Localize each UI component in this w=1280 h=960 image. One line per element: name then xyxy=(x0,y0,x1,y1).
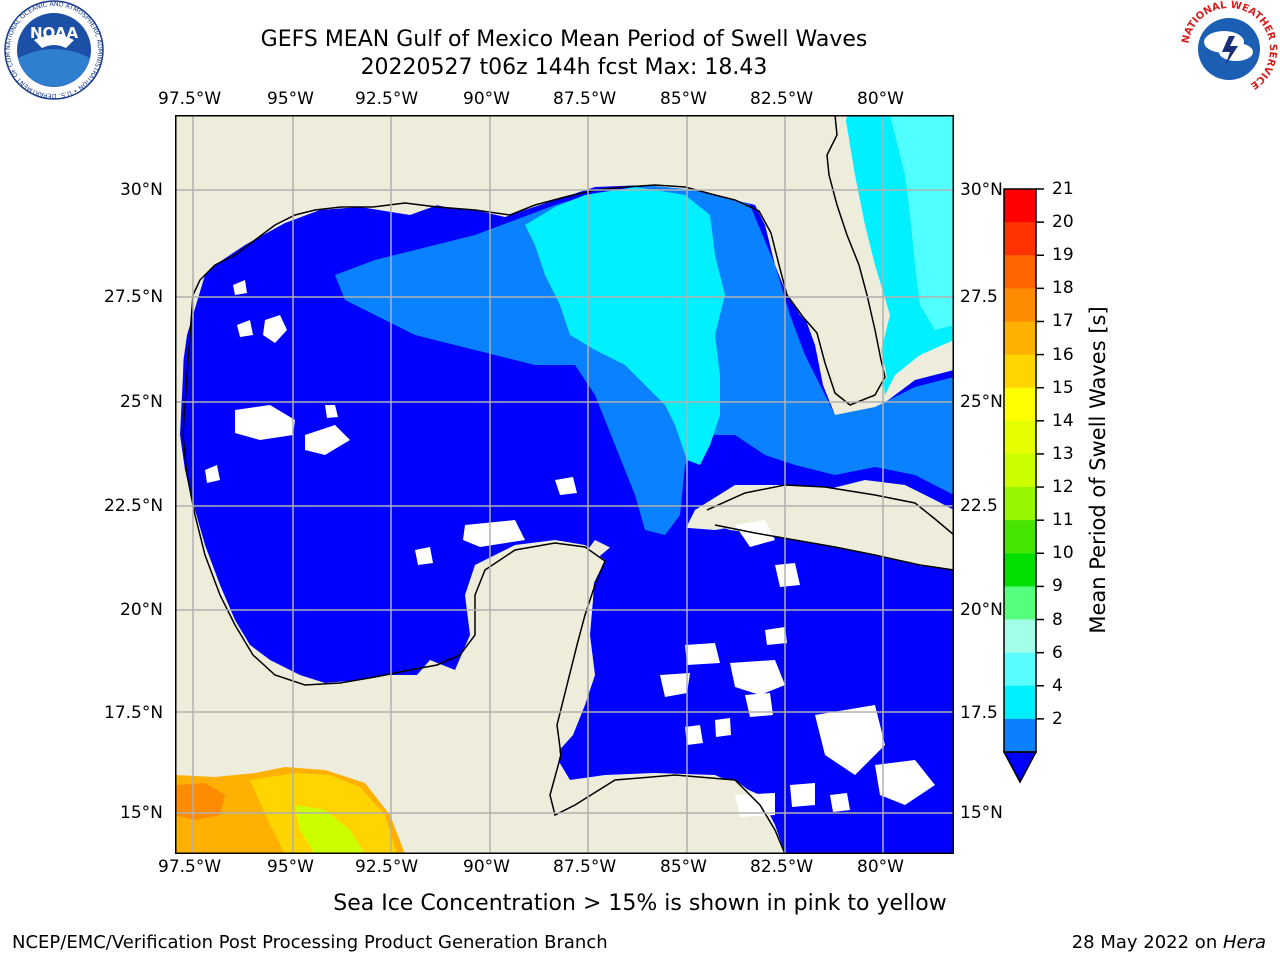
colorbar-tick-label: 2 xyxy=(1052,708,1063,729)
nws-logo: NATIONAL WEATHER SERVICE xyxy=(1180,0,1278,98)
chart-title: GEFS MEAN Gulf of Mexico Mean Period of … xyxy=(260,27,868,52)
central-america-land xyxy=(535,775,775,854)
lon-label-top: 90°W xyxy=(463,89,510,109)
lon-label-bottom: 80°W xyxy=(857,857,904,877)
lat-label-right: 17.5 xyxy=(960,703,998,723)
lon-label-bottom: 90°W xyxy=(463,857,510,877)
lon-label-bottom: 85°W xyxy=(660,857,707,877)
colorbar-tick-label: 8 xyxy=(1052,609,1063,630)
swell-period-map xyxy=(175,115,954,854)
colorbar-tick-label: 15 xyxy=(1052,377,1074,398)
lat-label-right: 25°N xyxy=(960,392,1003,412)
colorbar-title: Mean Period of Swell Waves [s] xyxy=(1086,306,1110,634)
colorbar-swatch xyxy=(1004,420,1036,455)
colorbar-swatch xyxy=(1004,288,1036,322)
colorbar-tick-label: 6 xyxy=(1052,642,1063,663)
colorbar-swatch xyxy=(1004,685,1036,720)
lat-label-left: 22.5°N xyxy=(104,496,164,516)
colorbar-tick-label: 21 xyxy=(1052,179,1074,199)
pacific-swell-green xyxy=(295,805,365,854)
colorbar-tick-label: 14 xyxy=(1052,410,1074,431)
colorbar-swatch xyxy=(1004,387,1036,422)
colorbar-tick-label: 16 xyxy=(1052,344,1074,365)
lat-label-left: 17.5°N xyxy=(104,703,164,723)
colorbar-swatch xyxy=(1004,453,1036,488)
colorbar-tick-label: 9 xyxy=(1052,576,1063,597)
lon-label-top: 85°W xyxy=(660,89,707,109)
lat-label-left: 20°N xyxy=(120,600,163,620)
lon-label-bottom: 87.5°W xyxy=(553,857,617,877)
colorbar-extend-arrow xyxy=(1002,751,1038,784)
colorbar-swatch xyxy=(1004,586,1036,621)
lat-label-right: 27.5 xyxy=(960,287,998,307)
map-frame xyxy=(175,115,954,854)
colorbar-tick-label: 20 xyxy=(1052,212,1074,233)
lat-label-right: 30°N xyxy=(960,180,1003,200)
lon-label-bottom: 95°W xyxy=(267,857,314,877)
colorbar-swatch xyxy=(1004,487,1036,521)
lon-label-bottom: 82.5°W xyxy=(750,857,814,877)
colorbar-swatch xyxy=(1004,354,1036,389)
footer-date-text: 28 May 2022 on xyxy=(1071,932,1223,953)
atlantic-swell-pale xyxy=(890,115,954,330)
lon-label-top: 92.5°W xyxy=(355,89,419,109)
colorbar-swatch xyxy=(1004,189,1036,223)
lon-label-top: 97.5°W xyxy=(158,89,222,109)
lat-label-left: 25°N xyxy=(120,392,163,412)
pacific-swell-deep-orange xyxy=(175,783,225,820)
lon-label-top: 87.5°W xyxy=(553,89,617,109)
colorbar-frame xyxy=(1003,188,1037,753)
colorbar-tick-label: 4 xyxy=(1052,675,1063,696)
lat-label-left: 27.5°N xyxy=(104,287,164,307)
grid-lines xyxy=(175,115,954,854)
lat-label-right: 15°N xyxy=(960,803,1003,823)
colorbar-swatch xyxy=(1004,652,1036,687)
footer-date: 28 May 2022 on Hera xyxy=(1072,932,1266,954)
colorbar-tick-label: 13 xyxy=(1052,443,1074,464)
colorbar-swatch xyxy=(1004,553,1036,587)
florida-land xyxy=(175,115,887,405)
lon-label-bottom: 97.5°W xyxy=(158,857,222,877)
footer-machine: Hera xyxy=(1222,932,1266,953)
colorbar-tick-label: 18 xyxy=(1052,278,1074,299)
colorbar-tick-label: 19 xyxy=(1052,245,1074,266)
colorbar-swatch xyxy=(1004,255,1036,289)
colorbar-swatch xyxy=(1004,222,1036,256)
chart-subtitle: 20220527 t06z 144h fcst Max: 18.43 xyxy=(360,55,768,80)
lat-label-right: 20°N xyxy=(960,600,1003,620)
colorbar-swatch xyxy=(1004,321,1036,356)
colorbar-tick-label: 11 xyxy=(1052,510,1074,531)
footer-credit: NCEP/EMC/Verification Post Processing Pr… xyxy=(12,932,608,953)
lat-label-left: 15°N xyxy=(120,803,163,823)
lon-label-top: 95°W xyxy=(267,89,314,109)
lon-label-top: 82.5°W xyxy=(750,89,814,109)
coastline xyxy=(182,115,954,854)
colorbar-swatch xyxy=(1004,520,1036,554)
noaa-logo: NATIONAL OCEANIC AND ATMOSPHERIC ADMINIS… xyxy=(1,0,104,100)
lat-label-left: 30°N xyxy=(120,180,163,200)
sea-ice-note: Sea Ice Concentration > 15% is shown in … xyxy=(333,891,947,916)
colorbar-tick-label: 12 xyxy=(1052,477,1074,498)
lon-label-top: 80°W xyxy=(857,89,904,109)
colorbar xyxy=(1002,188,1044,784)
colorbar-tick-label: 10 xyxy=(1052,543,1074,564)
no-data-patches xyxy=(205,280,935,817)
colorbar-swatch xyxy=(1004,619,1036,654)
colorbar-swatch xyxy=(1004,718,1036,753)
lat-label-right: 22.5 xyxy=(960,496,998,516)
lon-label-bottom: 92.5°W xyxy=(355,857,419,877)
svg-text:NOAA: NOAA xyxy=(30,24,79,42)
colorbar-tick-label: 17 xyxy=(1052,311,1074,332)
swell-band-high xyxy=(525,187,725,465)
mexico-west-land xyxy=(175,255,275,735)
